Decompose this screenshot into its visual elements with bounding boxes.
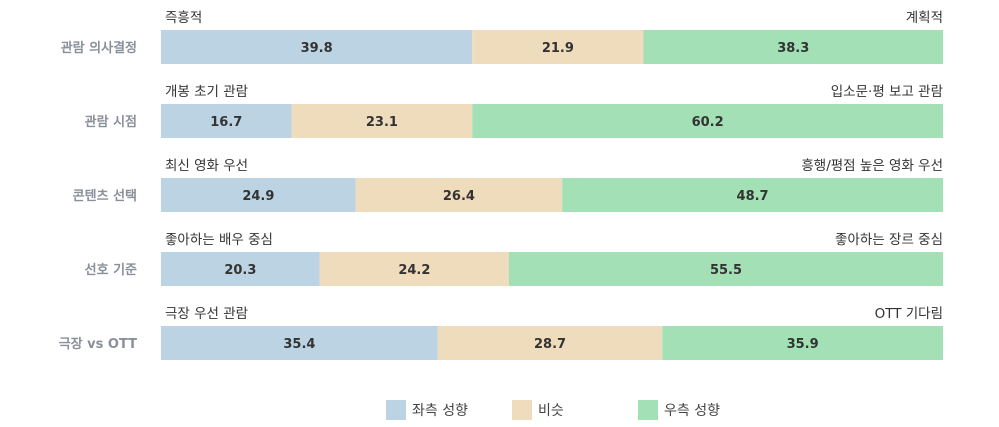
chart-row: 관람 시점 개봉 초기 관람 입소문·평 보고 관람 16.7 23.1 60.2 [85,84,943,138]
legend-swatch [638,400,658,420]
category-label: 선호 기준 [85,262,137,278]
legend-item: 비슷 [512,400,564,420]
value-label: 35.9 [787,337,819,352]
right-end-label: 입소문·평 보고 관람 [831,84,943,100]
value-label: 23.1 [366,115,398,130]
left-end-label: 좋아하는 배우 중심 [165,232,273,248]
bar-segment [355,178,563,212]
left-end-label: 즉흥적 [165,10,202,26]
bar-segment [161,252,320,286]
value-label: 28.7 [534,337,566,352]
legend-item: 우측 성향 [638,400,720,420]
value-label: 24.9 [242,189,274,204]
right-end-label: 좋아하는 장르 중심 [835,232,943,248]
legend: 좌측 성향 비슷 우측 성향 [386,400,720,420]
value-label: 24.2 [398,263,430,278]
legend-label: 비슷 [538,403,564,419]
bar-segment [161,178,356,212]
legend-swatch [386,400,406,420]
category-label: 극장 vs OTT [59,336,137,352]
left-end-label: 최신 영화 우선 [165,158,248,174]
value-label: 21.9 [542,41,574,56]
chart-row: 관람 의사결정 즉흥적 계획적 39.8 21.9 38.3 [61,10,943,64]
chart-row: 극장 vs OTT 극장 우선 관람 OTT 기다림 35.4 28.7 35.9 [59,306,943,360]
category-label: 콘텐츠 선택 [73,188,137,204]
legend-label: 좌측 성향 [412,403,468,419]
legend-item: 좌측 성향 [386,400,468,420]
value-label: 60.2 [692,115,724,130]
chart-row: 선호 기준 좋아하는 배우 중심 좋아하는 장르 중심 20.3 24.2 55.5 [85,232,943,286]
value-label: 55.5 [710,263,742,278]
category-label: 관람 의사결정 [61,40,137,56]
value-label: 16.7 [210,115,242,130]
bar-segment [161,104,292,138]
value-label: 35.4 [283,337,315,352]
bar-segment [562,178,943,212]
legend-swatch [512,400,532,420]
bar-segment [472,104,943,138]
bar-segment [508,252,943,286]
category-label: 관람 시점 [85,114,137,130]
bar-segment [662,326,943,360]
bar-segment [161,326,438,360]
value-label: 26.4 [443,189,475,204]
right-end-label: 계획적 [906,10,943,26]
bar-segment [161,30,473,64]
value-label: 20.3 [224,263,256,278]
legend-label: 우측 성향 [664,403,720,419]
value-label: 48.7 [737,189,769,204]
left-end-label: 개봉 초기 관람 [165,84,248,100]
bar-segment [319,252,509,286]
left-end-label: 극장 우선 관람 [165,306,248,322]
value-label: 38.3 [777,41,809,56]
value-label: 39.8 [301,41,333,56]
right-end-label: OTT 기다림 [875,306,943,322]
right-end-label: 흥행/평점 높은 영화 우선 [801,158,943,174]
bar-segment [472,30,644,64]
bar-segment [437,326,663,360]
chart-rows: 관람 의사결정 즉흥적 계획적 39.8 21.9 38.3 관람 시점 개봉 초기 관람 입소… [59,10,943,360]
bar-segment [643,30,943,64]
chart-row: 콘텐츠 선택 최신 영화 우선 흥행/평점 높은 영화 우선 24.9 26.4 48.7 [73,158,943,212]
bar-segment [291,104,473,138]
